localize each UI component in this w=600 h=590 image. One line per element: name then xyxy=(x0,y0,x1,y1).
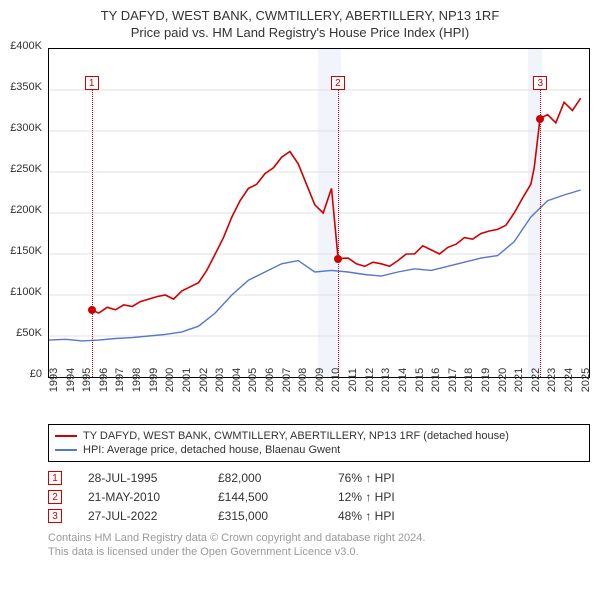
x-tick-label: 2025 xyxy=(580,368,592,392)
x-tick-label: 2012 xyxy=(364,368,376,392)
sale-pct: 76% ↑ HPI xyxy=(338,471,478,485)
sale-pct: 12% ↑ HPI xyxy=(338,490,478,504)
legend-item: TY DAFYD, WEST BANK, CWMTILLERY, ABERTIL… xyxy=(55,429,583,443)
x-tick-label: 2016 xyxy=(430,368,442,392)
sale-dot xyxy=(88,306,96,314)
y-tick-label: £350K xyxy=(10,81,42,93)
x-tick-label: 2019 xyxy=(480,368,492,392)
chart-container: TY DAFYD, WEST BANK, CWMTILLERY, ABERTIL… xyxy=(0,0,600,560)
sales-row: 3 27-JUL-2022£315,00048% ↑ HPI xyxy=(48,506,590,525)
sale-price: £82,000 xyxy=(218,471,338,485)
x-tick-label: 2021 xyxy=(513,368,525,392)
x-tick-label: 1994 xyxy=(65,368,77,392)
x-tick-label: 2010 xyxy=(330,368,342,392)
x-tick-label: 2000 xyxy=(164,368,176,392)
x-tick-label: 2008 xyxy=(297,368,309,392)
y-tick-label: £250K xyxy=(10,163,42,175)
x-tick-label: 2020 xyxy=(497,368,509,392)
title-block: TY DAFYD, WEST BANK, CWMTILLERY, ABERTIL… xyxy=(0,0,600,44)
x-tick-label: 1993 xyxy=(48,368,60,392)
title-line-2: Price paid vs. HM Land Registry's House … xyxy=(10,25,590,40)
sale-marker-small: 3 xyxy=(48,509,62,523)
y-tick-label: £50K xyxy=(16,327,42,339)
footer-line-1: Contains HM Land Registry data © Crown c… xyxy=(48,531,590,545)
x-tick-label: 2023 xyxy=(546,368,558,392)
sale-dot xyxy=(536,115,544,123)
x-tick-label: 1995 xyxy=(81,368,93,392)
x-tick-label: 2013 xyxy=(380,368,392,392)
x-tick-label: 2004 xyxy=(231,368,243,392)
sales-row: 1 28-JUL-1995£82,00076% ↑ HPI xyxy=(48,468,590,487)
sale-price: £315,000 xyxy=(218,509,338,523)
x-tick-label: 1998 xyxy=(131,368,143,392)
sale-marker-line xyxy=(92,90,93,377)
x-tick-label: 1996 xyxy=(98,368,110,392)
sale-marker-box: 1 xyxy=(85,76,99,90)
sale-price: £144,500 xyxy=(218,490,338,504)
y-tick-label: £300K xyxy=(10,122,42,134)
y-tick-label: £400K xyxy=(10,40,42,52)
x-tick-label: 1999 xyxy=(148,368,160,392)
x-tick-label: 2001 xyxy=(181,368,193,392)
sale-date: 27-JUL-2022 xyxy=(88,509,218,523)
series-property xyxy=(91,98,581,313)
title-line-1: TY DAFYD, WEST BANK, CWMTILLERY, ABERTIL… xyxy=(10,8,590,23)
sale-pct: 48% ↑ HPI xyxy=(338,509,478,523)
sale-dot xyxy=(334,255,342,263)
x-tick-label: 2011 xyxy=(347,368,359,392)
legend-label: TY DAFYD, WEST BANK, CWMTILLERY, ABERTIL… xyxy=(83,430,509,442)
legend-item: HPI: Average price, detached house, Blae… xyxy=(55,443,583,457)
legend-label: HPI: Average price, detached house, Blae… xyxy=(83,444,340,456)
x-tick-label: 2005 xyxy=(247,368,259,392)
x-tick-label: 2006 xyxy=(264,368,276,392)
x-tick-label: 2024 xyxy=(563,368,575,392)
x-tick-label: 2018 xyxy=(463,368,475,392)
y-tick-label: £150K xyxy=(10,245,42,257)
x-tick-label: 2003 xyxy=(214,368,226,392)
sale-marker-box: 2 xyxy=(331,76,345,90)
sale-marker-small: 2 xyxy=(48,490,62,504)
x-tick-label: 2022 xyxy=(530,368,542,392)
sale-marker-line xyxy=(338,90,339,377)
x-tick-label: 2007 xyxy=(281,368,293,392)
footer-note: Contains HM Land Registry data © Crown c… xyxy=(48,531,590,560)
x-tick-label: 1997 xyxy=(114,368,126,392)
legend-swatch xyxy=(55,449,77,451)
sale-date: 21-MAY-2010 xyxy=(88,490,218,504)
legend: TY DAFYD, WEST BANK, CWMTILLERY, ABERTIL… xyxy=(48,424,590,462)
y-axis: £0£50K£100K£150K£200K£250K£300K£350K£400… xyxy=(0,46,46,376)
sale-date: 28-JUL-1995 xyxy=(88,471,218,485)
sales-table: 1 28-JUL-1995£82,00076% ↑ HPI 2 21-MAY-2010… xyxy=(48,468,590,525)
x-tick-label: 2002 xyxy=(198,368,210,392)
sale-marker-small: 1 xyxy=(48,471,62,485)
x-tick-label: 2017 xyxy=(447,368,459,392)
chart-plot-area: 1 2 3 xyxy=(48,48,590,378)
y-tick-label: £200K xyxy=(10,204,42,216)
x-tick-label: 2014 xyxy=(397,368,409,392)
sales-row: 2 21-MAY-2010£144,50012% ↑ HPI xyxy=(48,487,590,506)
x-axis: 1993199419951996199719981999200020012002… xyxy=(48,378,590,418)
x-tick-label: 2009 xyxy=(314,368,326,392)
footer-line-2: This data is licensed under the Open Gov… xyxy=(48,545,590,559)
sale-marker-box: 3 xyxy=(533,76,547,90)
legend-swatch xyxy=(55,435,77,437)
y-tick-label: £0 xyxy=(30,368,42,380)
chart-svg xyxy=(49,49,589,377)
sale-marker-line xyxy=(540,90,541,377)
x-tick-label: 2015 xyxy=(414,368,426,392)
y-tick-label: £100K xyxy=(10,286,42,298)
